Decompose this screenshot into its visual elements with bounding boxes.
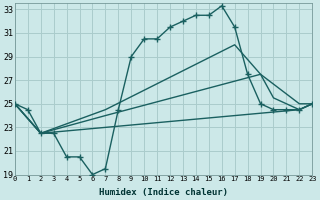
- X-axis label: Humidex (Indice chaleur): Humidex (Indice chaleur): [99, 188, 228, 197]
